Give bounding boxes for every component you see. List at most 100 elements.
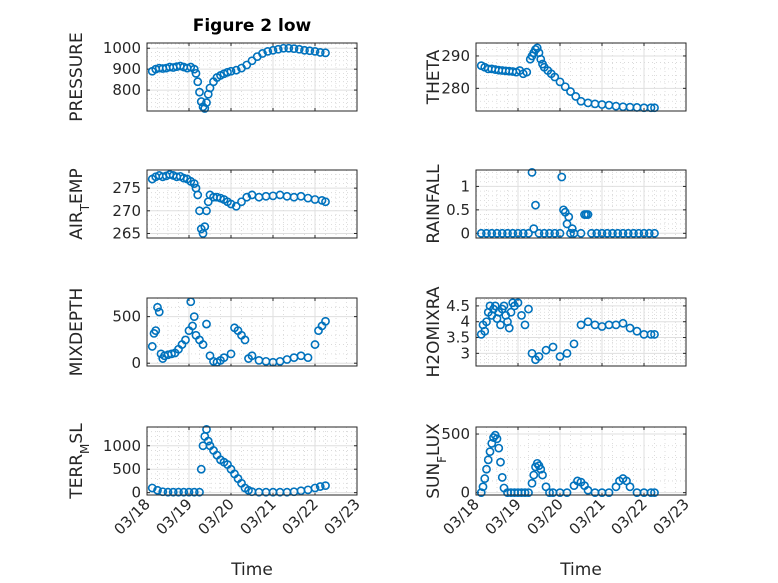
data-point <box>520 320 530 330</box>
data-point <box>174 487 183 497</box>
data-point <box>153 302 162 312</box>
data-point <box>179 487 189 497</box>
plot-area <box>147 298 357 366</box>
data-point <box>191 68 201 78</box>
data-point <box>203 436 213 446</box>
data-point <box>503 228 512 238</box>
data-point <box>618 318 628 328</box>
data-point <box>583 210 593 219</box>
data-point <box>646 488 656 498</box>
data-point <box>487 228 497 238</box>
subplot-8: 050003/1803/1903/2003/2103/2203/23TimeSU… <box>424 423 693 580</box>
y-axis-label: SUNFLUX <box>424 423 449 499</box>
x-tick-label: 03/23 <box>650 495 693 538</box>
data-point <box>189 179 199 188</box>
y-tick-label: 4.5 <box>446 297 470 315</box>
y-tick-label: 500 <box>441 425 470 443</box>
plot-area <box>147 43 357 111</box>
data-point <box>300 45 309 55</box>
data-point <box>151 326 161 336</box>
data-point <box>527 348 537 358</box>
data-point <box>555 352 565 361</box>
data-point <box>184 487 194 497</box>
data-point <box>189 312 199 322</box>
data-point <box>534 228 544 238</box>
data-point <box>240 335 250 345</box>
data-point <box>545 488 554 498</box>
data-point <box>487 439 497 448</box>
data-point <box>226 66 236 76</box>
data-point <box>321 481 330 491</box>
data-point <box>226 349 236 359</box>
data-point <box>650 329 659 339</box>
data-point <box>506 307 516 317</box>
data-point <box>587 228 596 238</box>
data-point <box>524 228 533 238</box>
data-point <box>179 173 189 183</box>
data-point <box>258 49 267 58</box>
axes-frame <box>475 297 687 367</box>
x-tick-label: 03/20 <box>195 495 238 538</box>
x-tick-label: 03/19 <box>153 495 196 538</box>
data-point <box>536 464 546 474</box>
data-point <box>608 228 617 238</box>
y-tick-label: 0 <box>131 484 141 502</box>
axes-frame <box>146 42 358 112</box>
y-tick-label: 0 <box>131 354 141 372</box>
y-tick-label: 3.5 <box>446 329 470 347</box>
data-point <box>195 487 204 497</box>
y-tick-label: 1000 <box>103 39 141 57</box>
data-point <box>188 321 197 331</box>
data-point <box>545 228 554 238</box>
data-point <box>564 212 574 222</box>
data-point <box>499 301 509 311</box>
data-point <box>482 464 491 474</box>
data-point <box>163 487 173 497</box>
data-point <box>531 200 540 210</box>
y-axis-label: H2OMIXRA <box>424 286 444 377</box>
data-point <box>646 329 656 339</box>
y-tick-label: 0.5 <box>446 201 470 219</box>
x-tick-label: 03/20 <box>524 495 567 538</box>
data-point <box>485 447 495 457</box>
data-point <box>480 326 490 336</box>
y-axis-label: RAINFALL <box>424 164 444 244</box>
data-point <box>247 56 257 66</box>
data-point <box>231 65 241 75</box>
data-point <box>321 197 330 207</box>
data-point <box>567 224 577 234</box>
x-tick-label: 03/21 <box>237 495 280 538</box>
data-point <box>583 317 593 327</box>
subplot-7: 0500100003/1803/1903/2003/2103/2203/23Ti… <box>67 423 364 580</box>
data-point <box>520 488 530 498</box>
data-point <box>497 228 507 238</box>
y-tick-label: 1000 <box>103 437 141 455</box>
data-point <box>529 470 539 480</box>
data-point <box>193 190 203 200</box>
data-point <box>202 424 211 434</box>
data-point <box>305 46 315 56</box>
data-point <box>536 54 546 64</box>
data-point <box>205 83 215 93</box>
y-tick-label: 290 <box>441 47 470 65</box>
x-tick-label: 03/19 <box>482 495 525 538</box>
data-point <box>496 320 505 330</box>
data-point <box>548 342 558 352</box>
x-axis-label: Time <box>559 560 602 580</box>
axes-frame <box>146 297 358 367</box>
data-point <box>273 44 283 54</box>
data-point <box>644 228 654 238</box>
data-point <box>527 478 537 488</box>
subplot-4: 0 0.5 1 RAINFALL <box>424 164 687 244</box>
subplot-5: 0 500 MIXDEPTH <box>67 288 358 376</box>
data-point <box>555 228 565 238</box>
data-point <box>571 92 581 101</box>
data-point <box>153 485 162 495</box>
y-axis-label: AIRTEMP <box>67 168 92 239</box>
axes-frame <box>146 169 358 239</box>
data-point <box>289 44 299 54</box>
data-point <box>198 340 208 349</box>
data-point <box>480 474 490 483</box>
